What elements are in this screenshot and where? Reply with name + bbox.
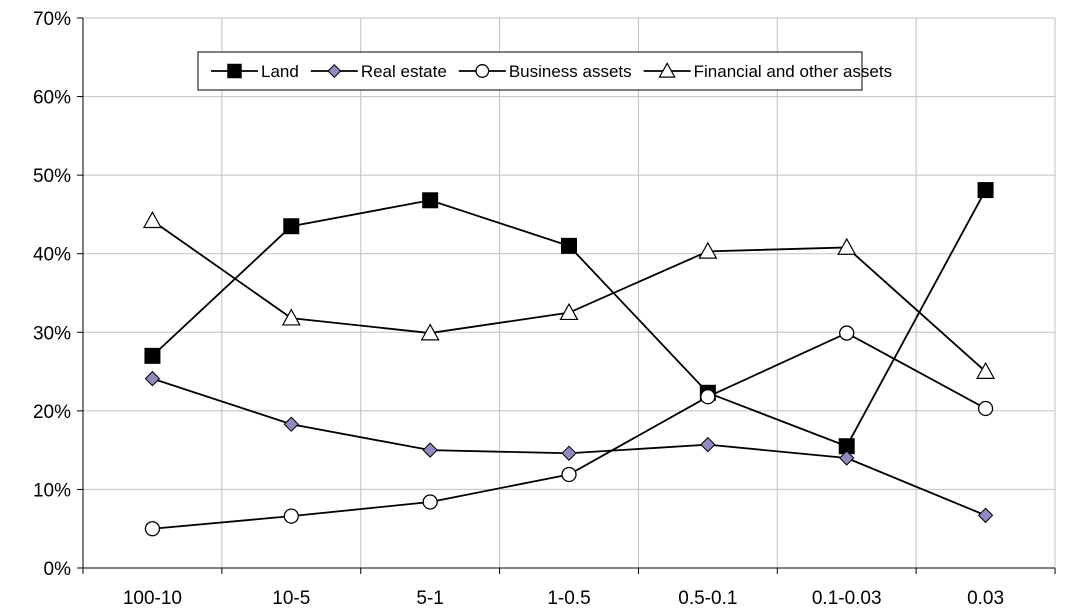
axes: 0% 10% 20% 30% 40% 50% 60% 70% 100-10 10-5 5-1 1-0.… [33,9,1056,609]
series-real-estate [144,370,994,524]
series-financial-and-other-assets [142,210,996,379]
legend-label-business-assets: Business assets [509,62,632,81]
data-point-land [977,182,994,199]
data-point-real-estate [144,370,161,387]
grid [83,17,1056,568]
series-business-assets [144,325,994,537]
data-point-business-assets [144,521,161,537]
legend-label-real-estate: Real estate [361,62,447,81]
data-point-land [283,218,300,235]
legend-marker-land [227,63,242,79]
data-point-business-assets [700,389,716,405]
y-tick-label: 30% [33,323,71,344]
y-tick-label: 10% [33,480,71,501]
series-line-business-assets [152,332,987,530]
data-point-real-estate [422,442,438,458]
x-tick-label: 5-1 [416,588,443,609]
legend-label-financial-and-other-assets: Financial and other assets [694,62,892,81]
x-tick-label: 10-5 [272,588,310,609]
x-tick-label: 100-10 [123,588,182,609]
legend-marker-financial-and-other-assets [658,62,676,78]
data-point-business-assets [561,466,577,483]
legend-marker-real-estate [327,63,342,79]
data-point-real-estate [700,436,716,453]
data-point-real-estate [561,445,577,461]
data-point-business-assets [422,494,438,510]
legend-marker-business-assets [475,64,490,78]
data-point-real-estate [283,416,299,432]
data-point-land [422,192,439,209]
x-tick-label: 1-0.5 [547,588,590,609]
x-tick-label: 0.1-0.03 [812,588,882,609]
series-layer [142,182,996,537]
data-point-financial-and-other-assets [837,237,857,255]
data-point-financial-and-other-assets [281,308,301,326]
y-tick-label: 40% [33,245,71,266]
y-tick-label: 60% [33,88,71,109]
y-tick-label: 70% [33,9,71,30]
data-point-land [144,347,161,364]
legend: Land Real estate Business assets Financial … [197,51,892,91]
x-tick-label: 0.5-0.1 [678,588,737,609]
data-point-land [561,237,577,254]
data-point-financial-and-other-assets [976,361,996,379]
data-point-business-assets [839,325,855,341]
data-point-financial-and-other-assets [698,241,718,259]
series-land [144,182,994,455]
y-tick-label: 50% [33,166,71,187]
data-point-financial-and-other-assets [142,210,162,229]
legend-box [197,51,863,91]
data-point-real-estate [839,450,855,466]
data-point-business-assets [977,400,994,417]
y-tick-label: 20% [33,402,71,423]
data-point-financial-and-other-assets [420,323,440,341]
y-tick-label: 0% [44,559,72,580]
legend-label-land: Land [261,62,299,81]
data-point-financial-and-other-assets [559,302,579,321]
data-point-business-assets [283,508,299,524]
x-tick-label: 0.03 [967,588,1004,609]
data-point-real-estate [977,507,994,524]
